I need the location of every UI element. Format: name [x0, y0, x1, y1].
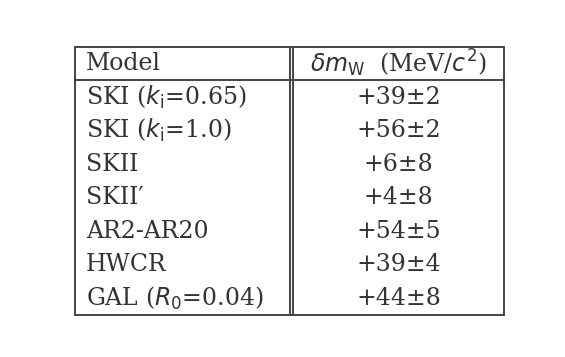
Text: SKII: SKII — [86, 153, 138, 176]
Text: +56±2: +56±2 — [357, 119, 441, 142]
Text: GAL ($R_{0}$=0.04): GAL ($R_{0}$=0.04) — [86, 285, 264, 312]
Text: $\delta m_{\mathrm{W}}$  (MeV/$c^{2}$): $\delta m_{\mathrm{W}}$ (MeV/$c^{2}$) — [310, 48, 487, 79]
Text: SKI ($k_{\mathrm{i}}$=1.0): SKI ($k_{\mathrm{i}}$=1.0) — [86, 117, 232, 144]
Text: +4±8: +4±8 — [364, 186, 434, 209]
Text: SKII′: SKII′ — [86, 186, 144, 209]
Text: +39±2: +39±2 — [357, 86, 441, 109]
Text: AR2-AR20: AR2-AR20 — [86, 220, 208, 243]
Text: SKI ($k_{\mathrm{i}}$=0.65): SKI ($k_{\mathrm{i}}$=0.65) — [86, 84, 246, 111]
Text: HWCR: HWCR — [86, 253, 167, 276]
Text: Model: Model — [86, 52, 161, 75]
Text: +54±5: +54±5 — [357, 220, 441, 243]
Text: +6±8: +6±8 — [364, 153, 434, 176]
Text: +44±8: +44±8 — [357, 287, 441, 310]
Text: +39±4: +39±4 — [357, 253, 441, 276]
